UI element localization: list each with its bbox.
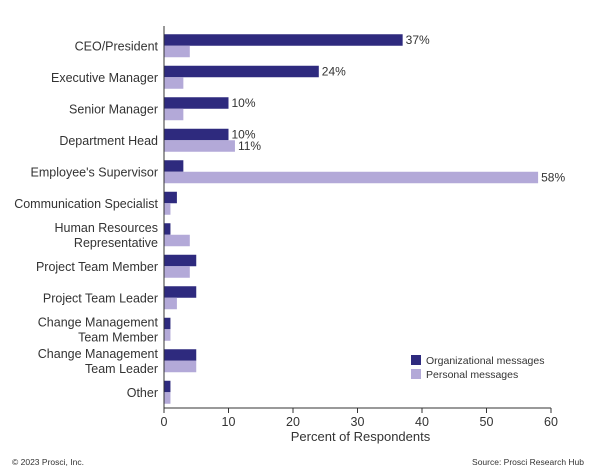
bar-personal xyxy=(164,360,197,373)
bar-personal xyxy=(164,108,184,121)
data-label: 58% xyxy=(541,171,565,185)
data-label: 24% xyxy=(322,65,346,79)
category-label: Executive Manager xyxy=(51,71,158,85)
bar-personal xyxy=(164,329,171,341)
x-axis-title: Percent of Respondents xyxy=(291,429,431,444)
x-tick-label: 10 xyxy=(222,415,236,429)
bar-organizational xyxy=(164,128,229,141)
category-label: Project Team Leader xyxy=(43,291,158,305)
data-label: 37% xyxy=(406,33,430,47)
bars xyxy=(164,34,539,404)
category-label: Change Management xyxy=(38,315,159,329)
bar-organizational xyxy=(164,97,229,109)
category-label: Project Team Member xyxy=(36,260,158,274)
x-tick-label: 40 xyxy=(415,415,429,429)
bar-organizational xyxy=(164,34,403,46)
x-tick-label: 30 xyxy=(351,415,365,429)
bar-organizational xyxy=(164,286,197,298)
category-label: Other xyxy=(127,386,158,400)
category-label: Human Resources xyxy=(54,221,158,235)
bar-organizational xyxy=(164,65,319,78)
bar-personal xyxy=(164,203,171,215)
legend: Organizational messages Personal messages xyxy=(411,355,544,381)
legend-label: Organizational messages xyxy=(426,355,544,367)
x-tick-label: 50 xyxy=(480,415,494,429)
bar-organizational xyxy=(164,160,184,172)
bar-personal xyxy=(164,45,190,58)
category-label: CEO/President xyxy=(75,39,159,53)
data-labels: 37%24%10%10%11%58% xyxy=(232,33,566,185)
data-label: 10% xyxy=(232,128,256,142)
bar-personal xyxy=(164,392,171,404)
x-tick-label: 20 xyxy=(286,415,300,429)
bar-organizational xyxy=(164,223,171,235)
bar-organizational xyxy=(164,380,171,393)
bar-personal xyxy=(164,140,235,152)
data-label: 10% xyxy=(232,96,256,110)
bar-organizational xyxy=(164,191,177,204)
bar-personal xyxy=(164,234,190,247)
x-axis-ticks: 0 10 20 30 40 50 60 xyxy=(161,408,558,429)
bar-personal xyxy=(164,171,539,184)
category-labels: CEO/President Executive Manager Senior Man… xyxy=(14,39,158,400)
source-text: Source: Prosci Research Hub xyxy=(472,457,584,467)
copyright-text: © 2023 Prosci, Inc. xyxy=(12,457,84,467)
category-label: Communication Specialist xyxy=(14,197,158,211)
bar-organizational xyxy=(164,349,197,361)
category-label: Team Leader xyxy=(85,362,158,376)
category-label: Department Head xyxy=(59,134,158,148)
bar-personal xyxy=(164,297,177,310)
category-label: Representative xyxy=(74,236,158,250)
category-label: Team Member xyxy=(78,330,158,344)
x-tick-label: 60 xyxy=(544,415,558,429)
x-tick-label: 0 xyxy=(161,415,168,429)
legend-swatch-organizational xyxy=(411,355,421,365)
bar-personal xyxy=(164,266,190,278)
category-label: Senior Manager xyxy=(69,102,158,116)
legend-swatch-personal xyxy=(411,369,421,379)
bar-organizational xyxy=(164,254,197,267)
data-label: 11% xyxy=(238,139,261,153)
category-label: Employee's Supervisor xyxy=(31,165,158,179)
bar-personal xyxy=(164,77,184,89)
legend-label: Personal messages xyxy=(426,369,518,381)
category-label: Change Management xyxy=(38,347,159,361)
bar-organizational xyxy=(164,317,171,330)
